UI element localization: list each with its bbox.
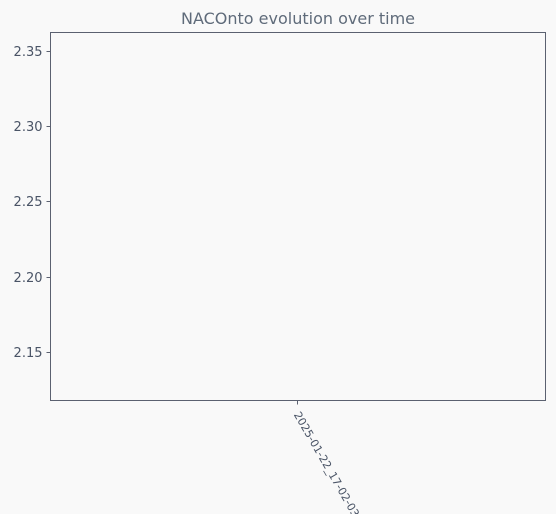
x-tick-label: 2025-01-22_17-02-03 [291, 410, 362, 514]
y-tick-label: 2.30 [14, 120, 43, 135]
y-tick-label: 2.25 [14, 195, 43, 210]
y-tick-label: 2.20 [14, 271, 43, 286]
y-axis: 2.15 2.20 2.25 2.30 2.35 [14, 45, 51, 361]
y-tick-label: 2.35 [14, 45, 43, 60]
y-tick-label: 2.15 [14, 346, 43, 361]
chart-title: NACOnto evolution over time [181, 9, 415, 28]
plot-frame [50, 32, 546, 401]
x-axis: 2025-01-22_17-02-03 [291, 400, 362, 514]
